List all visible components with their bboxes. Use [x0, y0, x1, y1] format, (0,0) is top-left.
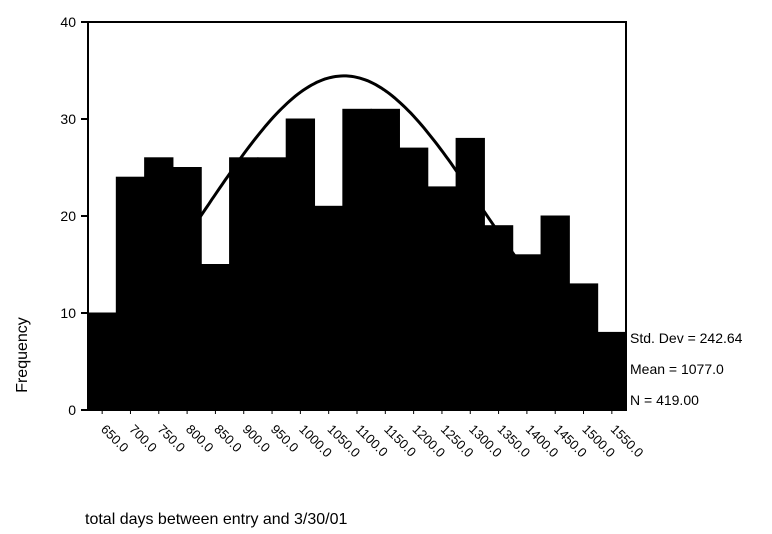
bar [229, 157, 259, 411]
bar [483, 225, 514, 411]
bar [172, 167, 202, 411]
x-tick-label: 1550.0 [608, 422, 647, 461]
stats-annotation: Mean = 1077.0 [630, 361, 724, 377]
bar [398, 147, 429, 411]
bar [144, 157, 174, 411]
y-tick-label: 10 [60, 305, 76, 321]
x-tick-label: 750.0 [155, 422, 189, 456]
bar [427, 186, 457, 411]
bar [540, 215, 570, 411]
bar [115, 176, 146, 411]
stats-annotation: N = 419.00 [630, 392, 699, 408]
bar [257, 157, 287, 411]
y-tick-label: 40 [60, 14, 76, 30]
bar [200, 264, 231, 411]
y-tick-label: 30 [60, 111, 76, 127]
y-tick-label: 0 [68, 402, 76, 418]
x-tick-label: 900.0 [240, 422, 274, 456]
y-axis-label: Frequency [14, 317, 31, 393]
normal-curve [87, 74, 627, 371]
x-tick-label: 850.0 [211, 422, 245, 456]
bar [342, 108, 372, 411]
bar [314, 205, 344, 411]
x-tick-label: 950.0 [268, 422, 302, 456]
x-axis-label: total days between entry and 3/30/01 [85, 511, 348, 528]
bar [597, 331, 627, 411]
stats-annotation: Std. Dev = 242.64 [630, 330, 743, 346]
x-tick-label: 700.0 [126, 422, 160, 456]
x-tick-label: 650.0 [98, 422, 132, 456]
bar [285, 118, 316, 411]
y-tick-label: 20 [60, 208, 76, 224]
bar [512, 254, 542, 411]
x-tick-label: 800.0 [183, 422, 217, 456]
bar [455, 137, 485, 411]
bar [370, 108, 400, 411]
